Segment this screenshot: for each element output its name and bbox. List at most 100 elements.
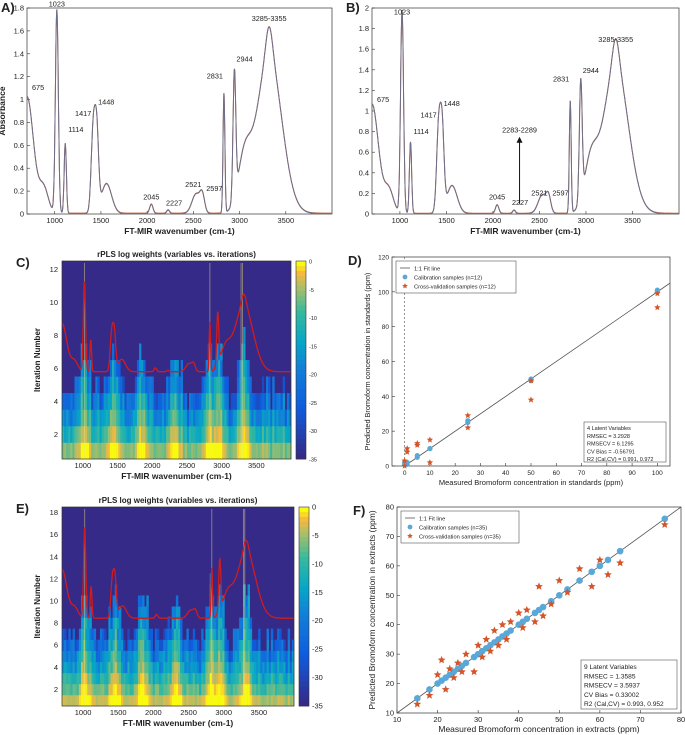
heatmap-cell (188, 683, 191, 696)
heatmap-cell (146, 672, 149, 685)
heatmap-cell (95, 672, 99, 685)
heatmap-cell (211, 426, 215, 443)
heatmap-cell (205, 683, 208, 696)
heatmap-cell (266, 409, 269, 427)
heatmap-cell (104, 672, 107, 685)
heatmap-cell (171, 606, 175, 618)
heatmap-cell (259, 426, 263, 443)
heatmap-cell (188, 694, 191, 707)
heatmap-cell (62, 639, 65, 652)
cross-validation-point (539, 611, 547, 620)
heatmap-cell (171, 694, 175, 707)
heatmap-cell (261, 442, 265, 460)
heatmap-cell (178, 650, 181, 663)
heatmap-cell (137, 683, 141, 696)
heatmap-cell (143, 376, 146, 394)
heatmap-cell (135, 661, 139, 674)
heatmap-cell (241, 694, 244, 707)
heatmap-cell (211, 409, 215, 427)
heatmap-cell (89, 683, 92, 696)
heatmap-cell (139, 360, 142, 377)
heatmap-cell (203, 661, 206, 674)
calibration-point (661, 515, 669, 523)
heatmap-cell (168, 409, 171, 427)
heatmap-cell (62, 694, 65, 707)
x-tick-label: 20 (452, 470, 460, 477)
heatmap-cell (93, 672, 97, 685)
heatmap-cell (154, 639, 158, 652)
heatmap-cell (174, 426, 177, 443)
heatmap-cell (203, 393, 206, 410)
heatmap-cell (178, 606, 181, 618)
peak-label: 1023 (49, 0, 65, 8)
heatmap-cell (136, 426, 140, 443)
heatmap-cell (66, 409, 69, 427)
colorbar-swatch (296, 374, 306, 381)
stats-line: 9 Latent Variables (584, 664, 637, 671)
heatmap-cell (279, 650, 282, 663)
heatmap-cell (99, 409, 102, 427)
colorbar-swatch (296, 300, 306, 306)
colorbar-frame (298, 506, 310, 707)
heatmap-cell (218, 672, 221, 685)
heatmap-cell (148, 672, 151, 685)
heatmap-cell (182, 694, 185, 707)
heatmap-cell (218, 442, 221, 460)
heatmap-cell (157, 426, 161, 443)
heatmap-cell (201, 683, 204, 696)
heatmap-cell (236, 376, 240, 394)
heatmap-cell (172, 393, 175, 410)
x-tick-label: 40 (502, 470, 510, 477)
heatmap-cell (232, 426, 236, 443)
x-tick-label: 80 (603, 470, 611, 477)
heatmap-cell (184, 661, 187, 674)
x-tick-label: 3000 (213, 461, 230, 470)
heatmap-cell (277, 694, 280, 707)
heatmap-cell (176, 426, 179, 443)
heatmap-cell (66, 694, 69, 707)
heatmap-cell (87, 683, 90, 696)
colorbar-swatch (296, 320, 306, 326)
heatmap-cell (176, 409, 179, 427)
heatmap-cell (268, 376, 271, 394)
heatmap-cell (270, 628, 274, 640)
heatmap-cell (128, 426, 131, 443)
heatmap-cell (275, 661, 278, 674)
heatmap-cell (182, 672, 185, 685)
heatmap-cell (161, 672, 164, 685)
heatmap-cell (203, 409, 206, 427)
heatmap-cell (62, 650, 65, 663)
heatmap-cell (193, 442, 196, 460)
heatmap-cell (72, 628, 75, 640)
heatmap-cell (222, 639, 225, 652)
heatmap-cell (129, 650, 132, 663)
heatmap-cell (150, 694, 153, 707)
heatmap-cell (205, 426, 209, 443)
peak-label: 2283-2289 (502, 126, 537, 135)
heatmap-cell (107, 442, 111, 460)
heatmap-cell (85, 639, 88, 652)
heatmap-cell (171, 650, 175, 663)
plot-frame (61, 506, 295, 707)
calibration-point (427, 445, 433, 452)
colorbar-tick-label: -10 (309, 316, 317, 322)
heatmap-cell (114, 661, 118, 674)
heatmap-cell (197, 409, 200, 427)
heatmap-cell (224, 442, 227, 460)
heatmap-cell (62, 661, 65, 674)
heatmap-cell (93, 650, 97, 663)
heatmap-cell (220, 694, 223, 707)
cross-validation-point (604, 570, 612, 578)
colorbar-swatch (299, 511, 309, 518)
heatmap-cell (249, 393, 252, 410)
heatmap-cell (243, 376, 246, 394)
heatmap-cell (146, 606, 149, 618)
heatmap-cell (66, 393, 69, 410)
heatmap-cell (245, 606, 248, 618)
heatmap-cell (133, 650, 137, 663)
heatmap-cell (226, 639, 229, 652)
heatmap-cell (99, 694, 103, 707)
heatmap-cell (175, 694, 179, 707)
x-tick-label: 50 (527, 470, 535, 477)
peak-label: 1114 (68, 125, 83, 134)
